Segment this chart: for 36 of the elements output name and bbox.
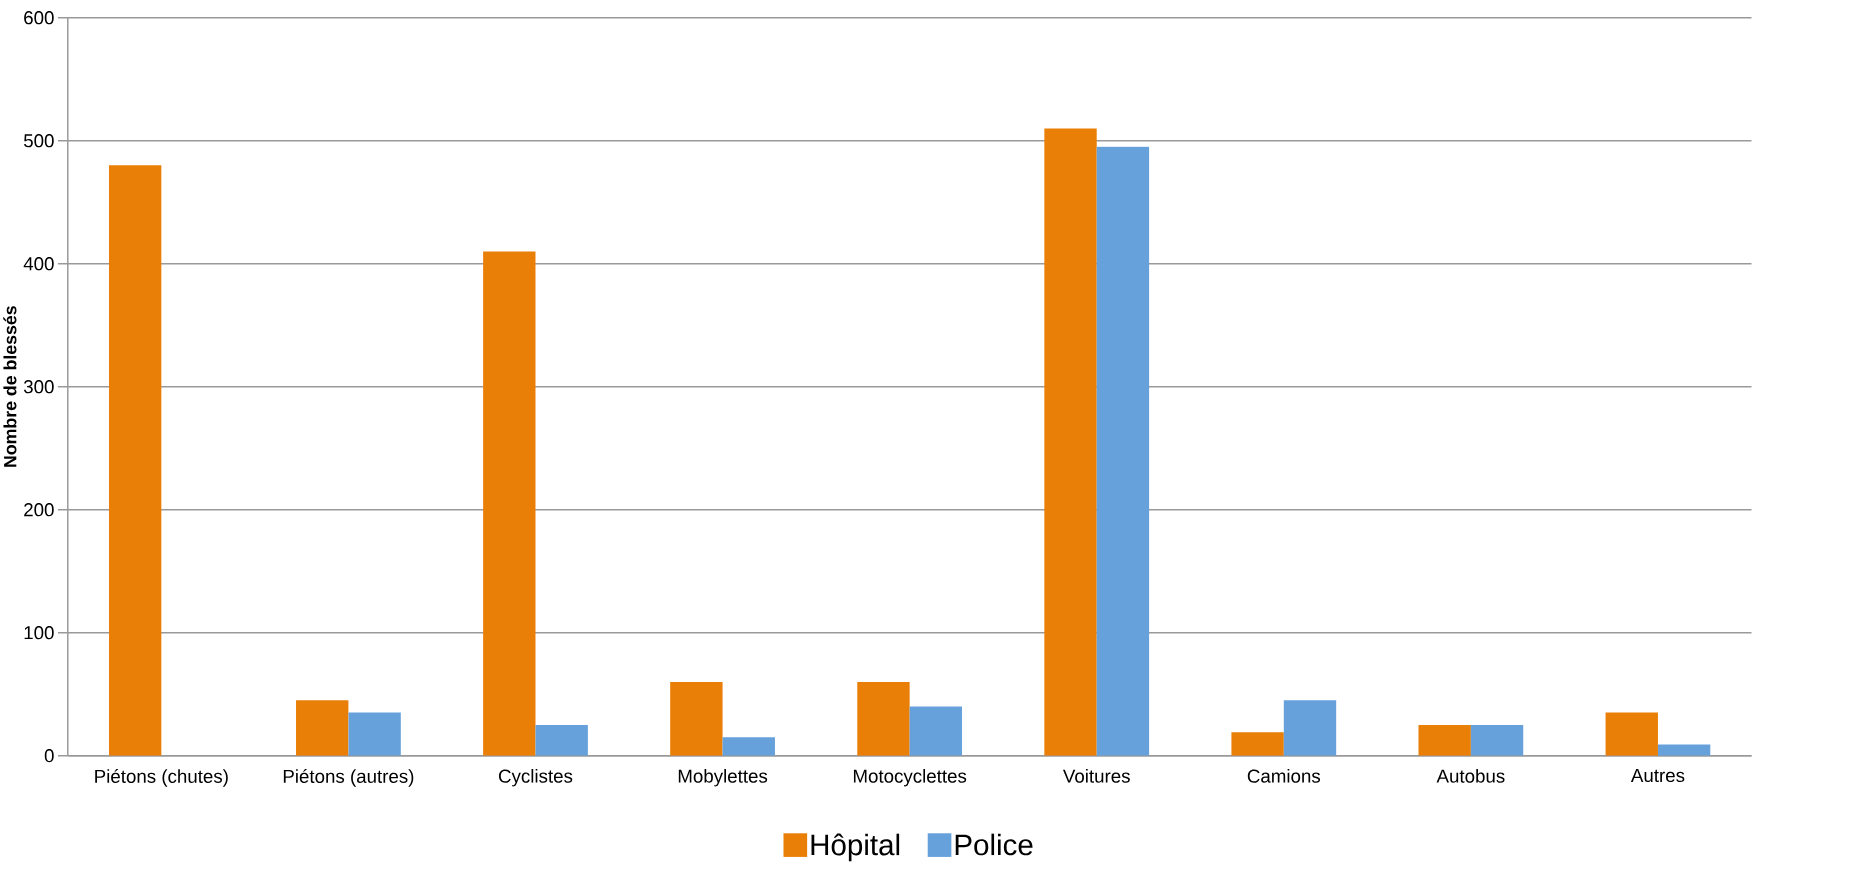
legend-label: Hôpital (811, 833, 900, 862)
x-tick-label: Autres (1630, 769, 1685, 783)
bar (108, 165, 162, 756)
bar (1231, 732, 1284, 756)
x-tick-label: Voitures (1062, 769, 1130, 783)
bar (348, 712, 401, 756)
y-tick-label: 600 (24, 11, 54, 25)
bar (1283, 700, 1337, 756)
x-tick-label: Piétons (autres) (283, 769, 414, 787)
bar (483, 251, 536, 756)
y-tick-label: 0 (44, 749, 54, 763)
bar (1044, 128, 1097, 756)
x-tick-label: Autobus (1436, 769, 1505, 783)
x-tick-label: Mobylettes (678, 769, 768, 787)
bar (909, 706, 963, 756)
y-tick-label: 100 (24, 626, 54, 640)
legend-label: Police (955, 833, 1033, 856)
bar (857, 682, 910, 756)
x-tick-label: Cyclistes (498, 769, 573, 787)
x-tick-label: Camions (1247, 769, 1321, 783)
x-tick-label: Motocyclettes (853, 769, 967, 787)
bar (1470, 725, 1524, 756)
bar (722, 737, 775, 756)
bar (1657, 744, 1711, 756)
bar (1605, 712, 1658, 756)
y-tick-label: 200 (24, 503, 54, 517)
bar (535, 725, 588, 756)
x-tick-label: Piétons (chutes) (95, 769, 228, 787)
y-tick-label: 500 (23, 134, 54, 148)
bar (296, 700, 349, 756)
bar (1096, 147, 1150, 756)
bar (1418, 725, 1471, 756)
y-tick-label: 400 (23, 257, 54, 271)
y-axis-title: Nombre de blessés (3, 306, 17, 467)
y-tick-label: 300 (23, 380, 54, 394)
bar (670, 682, 723, 756)
